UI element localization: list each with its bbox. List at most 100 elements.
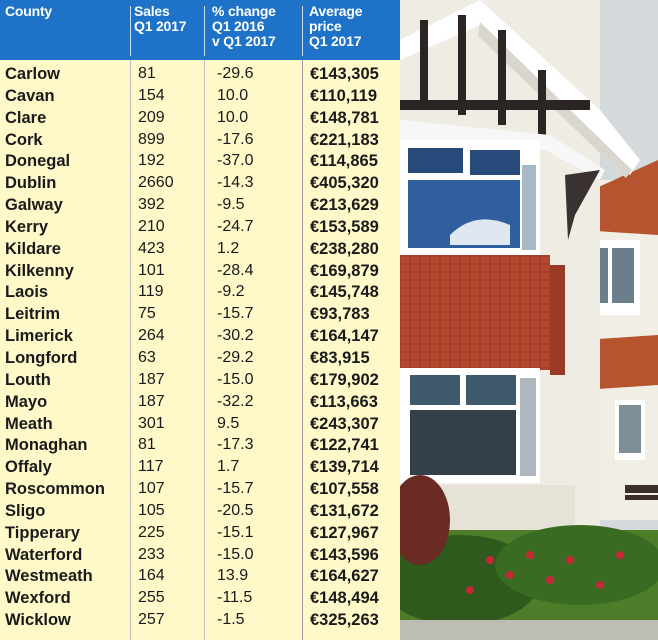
change-cell: -9.2: [217, 283, 245, 301]
county-cell: Kildare: [5, 239, 61, 258]
county-cell: Waterford: [5, 545, 83, 564]
header-divider: [204, 6, 205, 56]
sales-cell: 187: [138, 370, 165, 388]
table-row: Donegal 192 -37.0 €114,865: [0, 150, 400, 172]
sales-cell: 255: [138, 589, 165, 607]
price-cell: €131,672: [310, 501, 379, 520]
price-cell: €83,915: [310, 348, 370, 367]
change-cell: -15.1: [217, 523, 254, 541]
sales-cell: 119: [138, 283, 164, 301]
change-cell: -15.0: [217, 370, 254, 388]
sales-cell: 392: [138, 196, 165, 214]
table-body: Carlow 81 -29.6 €143,305 Cavan 154 10.0 €110,11…: [0, 63, 400, 631]
change-cell: -17.6: [217, 130, 254, 148]
sales-cell: 899: [138, 130, 165, 148]
sales-cell: 101: [138, 261, 165, 279]
county-cell: Mayo: [5, 392, 48, 411]
table-row: Kerry 210 -24.7 €153,589: [0, 216, 400, 238]
table-row: Carlow 81 -29.6 €143,305: [0, 63, 400, 85]
table-row: Longford 63 -29.2 €83,915: [0, 347, 400, 369]
header-price: Average price Q1 2017: [309, 3, 363, 49]
house-illustration: [400, 0, 658, 640]
change-cell: -15.7: [217, 480, 254, 498]
price-cell: €179,902: [310, 370, 379, 389]
price-cell: €169,879: [310, 261, 379, 280]
sales-cell: 187: [138, 392, 165, 410]
price-cell: €139,714: [310, 458, 379, 477]
change-cell: -15.0: [217, 545, 254, 563]
table-row: Monaghan 81 -17.3 €122,741: [0, 434, 400, 456]
price-cell: €243,307: [310, 414, 379, 433]
county-cell: Wexford: [5, 589, 71, 608]
county-cell: Louth: [5, 370, 51, 389]
price-cell: €145,748: [310, 283, 379, 302]
column-divider: [302, 60, 303, 640]
header-divider: [302, 6, 303, 56]
sales-cell: 2660: [138, 174, 174, 192]
column-divider: [130, 60, 131, 640]
table-row: Wicklow 257 -1.5 €325,263: [0, 609, 400, 631]
table-row: Kilkenny 101 -28.4 €169,879: [0, 260, 400, 282]
sales-cell: 257: [138, 611, 165, 629]
table-row: Roscommon 107 -15.7 €107,558: [0, 478, 400, 500]
sales-cell: 210: [138, 217, 165, 235]
county-cell: Clare: [5, 108, 47, 127]
price-cell: €113,663: [310, 392, 378, 411]
price-cell: €405,320: [310, 174, 379, 193]
change-cell: -30.2: [217, 327, 254, 345]
county-cell: Carlow: [5, 65, 61, 83]
table-row: Limerick 264 -30.2 €164,147: [0, 325, 400, 347]
county-cell: Longford: [5, 348, 78, 367]
sales-cell: 423: [138, 239, 165, 257]
table-row: Dublin 2660 -14.3 €405,320: [0, 172, 400, 194]
sales-cell: 154: [138, 86, 165, 104]
price-cell: €143,596: [310, 545, 379, 564]
column-divider: [204, 60, 205, 640]
county-cell: Westmeath: [5, 567, 93, 586]
county-cell: Leitrim: [5, 305, 61, 324]
sales-cell: 75: [138, 305, 156, 323]
price-cell: €110,119: [310, 86, 377, 105]
change-cell: -11.5: [217, 589, 253, 607]
change-cell: -14.3: [217, 174, 254, 192]
change-cell: -17.3: [217, 436, 254, 454]
sales-cell: 209: [138, 108, 165, 126]
sales-cell: 225: [138, 523, 165, 541]
table-row: Tipperary 225 -15.1 €127,967: [0, 522, 400, 544]
price-cell: €325,263: [310, 611, 379, 630]
price-cell: €153,589: [310, 217, 379, 236]
header-divider: [130, 6, 131, 56]
table-row: Louth 187 -15.0 €179,902: [0, 369, 400, 391]
county-cell: Cavan: [5, 86, 55, 105]
sales-cell: 117: [138, 458, 164, 476]
change-cell: -24.7: [217, 217, 254, 235]
county-cell: Sligo: [5, 501, 46, 520]
county-cell: Meath: [5, 414, 53, 433]
change-cell: 10.0: [217, 86, 249, 104]
price-cell: €148,494: [310, 589, 379, 608]
change-cell: -15.7: [217, 305, 254, 323]
sales-cell: 264: [138, 327, 165, 345]
change-cell: -37.0: [217, 152, 254, 170]
price-cell: €148,781: [310, 108, 379, 127]
price-table: County Sales Q1 2017 % change Q1 2016 v …: [0, 0, 400, 640]
county-cell: Monaghan: [5, 436, 88, 455]
change-cell: -20.5: [217, 501, 254, 519]
table-row: Wexford 255 -11.5 €148,494: [0, 587, 400, 609]
table-row: Cork 899 -17.6 €221,183: [0, 129, 400, 151]
table-header: County Sales Q1 2017 % change Q1 2016 v …: [0, 0, 400, 60]
sales-cell: 63: [138, 348, 156, 366]
table-row: Cavan 154 10.0 €110,119: [0, 85, 400, 107]
county-cell: Offaly: [5, 458, 52, 477]
sales-cell: 105: [138, 501, 165, 519]
price-cell: €93,783: [310, 305, 370, 324]
county-cell: Wicklow: [5, 611, 71, 630]
sales-cell: 301: [138, 414, 165, 432]
table-row: Westmeath 164 13.9 €164,627: [0, 565, 400, 587]
price-cell: €114,865: [310, 152, 378, 171]
change-cell: 10.0: [217, 108, 249, 126]
county-cell: Dublin: [5, 174, 57, 193]
header-sales: Sales Q1 2017: [134, 3, 187, 34]
county-cell: Limerick: [5, 327, 73, 346]
table-row: Galway 392 -9.5 €213,629: [0, 194, 400, 216]
